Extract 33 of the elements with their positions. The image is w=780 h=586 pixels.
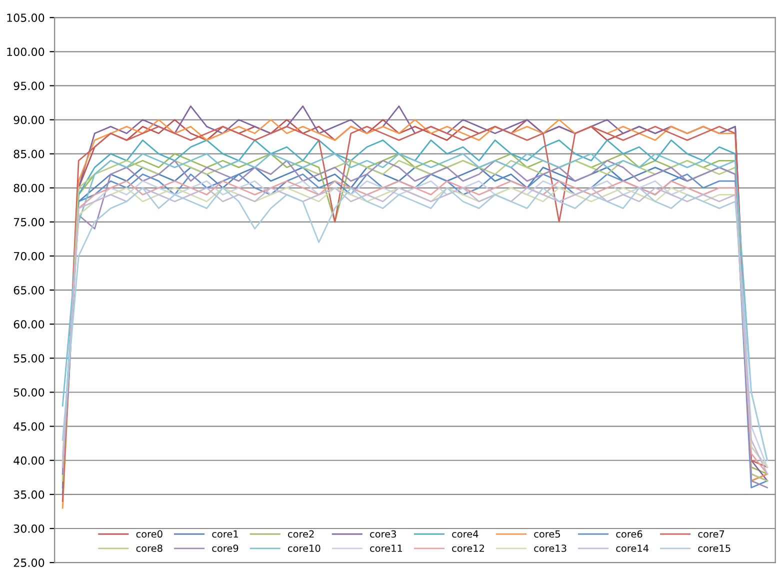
legend-label: core12 [452, 544, 484, 552]
legend-label: core3 [370, 530, 396, 538]
legend-label: core6 [616, 530, 642, 538]
legend-label: core0 [136, 530, 162, 538]
y-tick-label: 25.00 [14, 558, 44, 567]
y-tick-label: 30.00 [14, 524, 44, 533]
y-tick-label: 70.00 [14, 252, 44, 260]
y-tick-label: 60.00 [14, 320, 44, 329]
y-tick-label: 105.00 [7, 14, 44, 22]
y-tick-label: 80.00 [14, 184, 44, 192]
legend-label: core13 [534, 544, 566, 552]
y-tick-label: 55.00 [14, 354, 44, 363]
legend-label: core10 [288, 544, 320, 552]
y-tick-label: 100.00 [7, 48, 44, 56]
y-tick-label: 65.00 [14, 286, 44, 294]
legend-label: core14 [616, 544, 649, 552]
y-tick-label: 45.00 [14, 422, 44, 431]
legend-label: core2 [288, 530, 314, 538]
legend-label: core15 [698, 544, 730, 552]
legend-label: core4 [452, 530, 478, 538]
legend-label: core5 [534, 530, 560, 538]
y-tick-label: 90.00 [14, 116, 44, 124]
y-tick-label: 85.00 [14, 150, 44, 158]
legend-label: core9 [212, 544, 238, 552]
y-tick-label: 35.00 [14, 490, 44, 499]
y-tick-label: 50.00 [14, 388, 44, 397]
legend-label: core11 [370, 544, 402, 552]
y-tick-label: 95.00 [14, 82, 44, 90]
legend-label: core1 [212, 530, 238, 538]
y-tick-label: 75.00 [14, 218, 44, 226]
legend-label: core8 [136, 544, 162, 552]
legend-label: core7 [698, 530, 724, 538]
y-tick-label: 40.00 [14, 456, 44, 465]
